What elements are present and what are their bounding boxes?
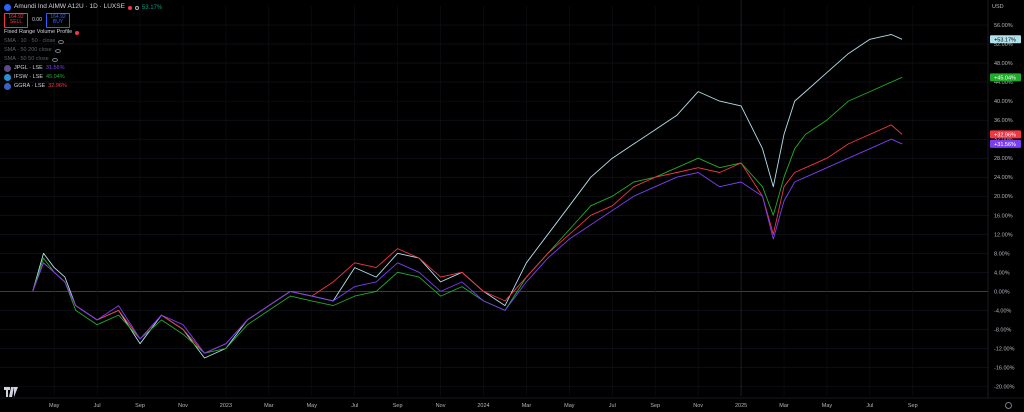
x-tick-label: Jul: [866, 403, 873, 409]
eye-icon[interactable]: [58, 39, 65, 44]
symbol-title[interactable]: Amundi Ind AIMW A12U · 1D · LUXSE: [14, 3, 125, 11]
y-tick-label: 28.00%: [994, 156, 1013, 162]
last-value-badge: [990, 35, 1021, 44]
y-tick-label: 12.00%: [994, 232, 1013, 238]
x-tick-label: Nov: [693, 403, 703, 409]
chart-legend: Amundi Ind AIMW A12U · 1D · LUXSE 53.17%…: [4, 3, 162, 91]
x-tick-label: Nov: [436, 403, 446, 409]
indicator-label: SMA · 50 200 close: [4, 46, 52, 53]
series-line[interactable]: [32, 124, 903, 354]
last-value-label: +32.96%: [994, 132, 1016, 138]
x-tick-label: Jul: [609, 403, 616, 409]
currency-label[interactable]: USD: [992, 4, 1004, 10]
comparison-value: 45.04%: [46, 73, 65, 80]
buy-button[interactable]: 164.92 BUY: [46, 12, 70, 28]
comparison-value: 31.56%: [45, 64, 65, 71]
x-tick-label: May: [564, 403, 575, 409]
x-tick-label: May: [49, 403, 60, 409]
settings-icon[interactable]: [134, 5, 139, 10]
market-status-icon: [127, 5, 132, 10]
x-tick-label: Mar: [522, 403, 532, 409]
y-tick-label: -12.00%: [994, 346, 1015, 352]
series-line[interactable]: [32, 138, 903, 354]
last-value-badge: [990, 139, 1021, 148]
x-tick-label: 2024: [477, 403, 489, 409]
symbol-logo-icon: [4, 4, 11, 11]
ifsw-logo-icon: [4, 74, 11, 81]
trade-buttons: 164.92 SELL 0.00 164.92 BUY: [4, 12, 162, 28]
buy-label: BUY: [52, 19, 64, 25]
indicator-row[interactable]: SMA · 10 · 50 · close: [4, 37, 162, 46]
sell-price: 164.92: [8, 13, 24, 20]
y-tick-label: 56.00%: [994, 23, 1013, 29]
comparison-row[interactable]: GGRA · LSE 32.96%: [4, 82, 162, 91]
last-value-label: +31.56%: [994, 142, 1016, 148]
y-tick-label: 0.00%: [994, 289, 1010, 295]
series-line[interactable]: [32, 76, 903, 354]
x-tick-label: Jul: [94, 403, 101, 409]
last-value-label: +45.04%: [994, 75, 1016, 81]
ggra-logo-icon: [4, 83, 11, 90]
x-tick-label: Sep: [393, 403, 403, 409]
comparison-symbol: JPGL · LSE: [14, 64, 43, 71]
x-tick-label: Sep: [650, 403, 660, 409]
comparison-value: 32.96%: [48, 82, 67, 89]
comparison-row[interactable]: IFSW · LSE 45.04%: [4, 73, 162, 82]
x-tick-label: Mar: [779, 403, 789, 409]
y-tick-label: 24.00%: [994, 175, 1013, 181]
sell-label: SELL: [9, 19, 23, 25]
y-tick-label: 8.00%: [994, 251, 1010, 257]
y-tick-label: 20.00%: [994, 194, 1013, 200]
spread-value: 0.00: [32, 16, 42, 23]
symbol-row[interactable]: Amundi Ind AIMW A12U · 1D · LUXSE 53.17%: [4, 3, 162, 12]
last-value-badge: [990, 130, 1021, 139]
y-tick-label: -8.00%: [994, 327, 1012, 333]
y-tick-label: 52.00%: [994, 42, 1013, 48]
x-tick-label: Nov: [178, 403, 188, 409]
x-tick-label: Sep: [908, 403, 918, 409]
y-tick-label: 4.00%: [994, 270, 1010, 276]
warning-icon: [75, 30, 80, 35]
buy-price: 164.92: [50, 13, 66, 20]
y-tick-label: 16.00%: [994, 213, 1013, 219]
x-tick-label: May: [822, 403, 833, 409]
y-tick-label: 40.00%: [994, 99, 1013, 105]
comparison-row[interactable]: JPGL · LSE 31.56%: [4, 64, 162, 73]
indicator-name: Fixed Range Volume Profile: [4, 28, 73, 35]
x-tick-label: Mar: [264, 403, 274, 409]
x-tick-label: Jul: [351, 403, 358, 409]
last-value-badge: [990, 73, 1021, 82]
x-tick-label: 2023: [220, 403, 232, 409]
jpgl-logo-icon: [4, 65, 11, 72]
indicator-row[interactable]: SMA · 50 200 close: [4, 46, 162, 55]
comparison-symbol: GGRA · LSE: [14, 82, 46, 89]
x-tick-label: Sep: [135, 403, 145, 409]
y-tick-label: 36.00%: [994, 118, 1013, 124]
eye-icon[interactable]: [54, 48, 61, 53]
y-tick-label: 44.00%: [994, 80, 1013, 86]
x-tick-label: 2025: [735, 403, 747, 409]
indicator-label: SMA · 50 50 close: [4, 55, 49, 62]
volume-profile-row[interactable]: Fixed Range Volume Profile: [4, 28, 162, 37]
y-tick-label: -16.00%: [994, 365, 1015, 371]
gear-icon[interactable]: [1005, 402, 1012, 409]
sell-button[interactable]: 164.92 SELL: [4, 12, 28, 28]
y-tick-label: -20.00%: [994, 384, 1015, 390]
y-tick-label: -4.00%: [994, 308, 1012, 314]
change-percent: 53.17%: [141, 4, 163, 11]
comparison-symbol: IFSW · LSE: [14, 73, 44, 80]
tradingview-logo-icon[interactable]: [4, 387, 18, 403]
x-tick-label: May: [307, 403, 318, 409]
indicator-label: SMA · 10 · 50 · close: [4, 37, 56, 44]
indicator-row[interactable]: SMA · 50 50 close: [4, 55, 162, 64]
eye-icon[interactable]: [51, 57, 58, 62]
y-tick-label: 48.00%: [994, 61, 1013, 67]
last-value-label: +53.17%: [994, 37, 1016, 43]
